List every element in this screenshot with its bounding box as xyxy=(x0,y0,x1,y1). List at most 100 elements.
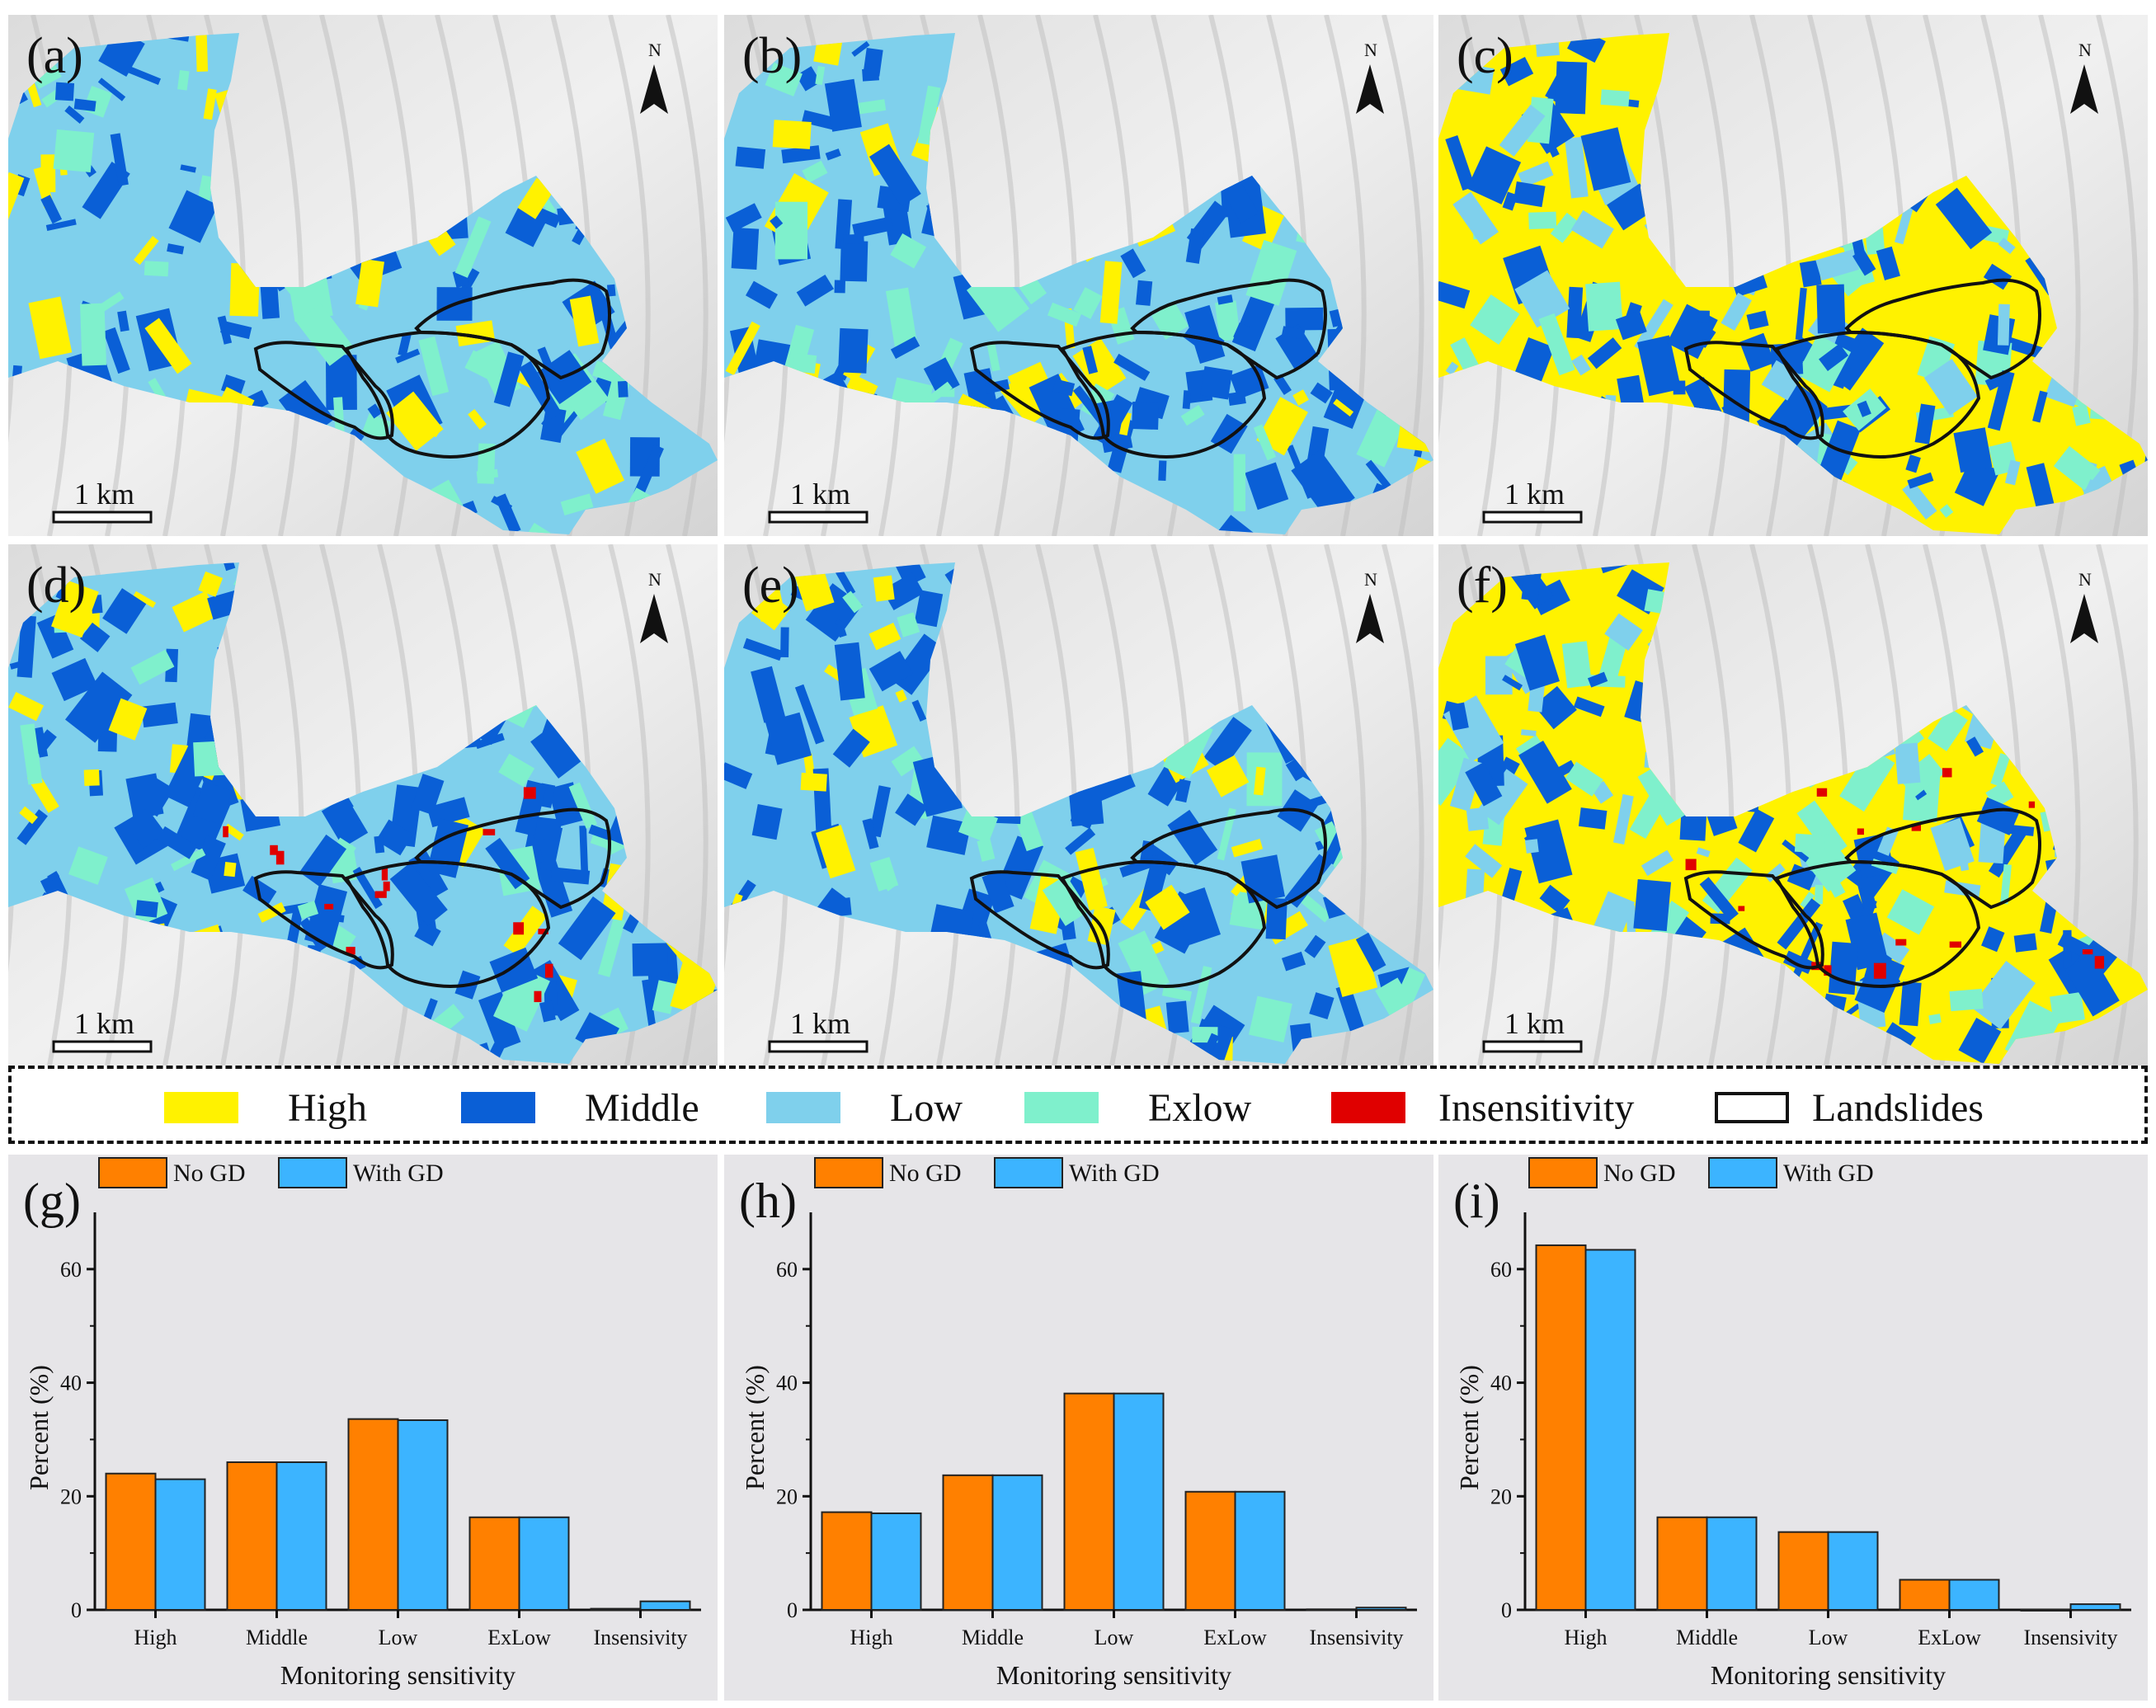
legend-swatch-landslides xyxy=(1715,1092,1789,1123)
map-image-d xyxy=(8,544,718,1066)
chart-panel-i: 0 20 40 60 High Middle Low ExLow Insensivity Moni… xyxy=(1438,1155,2148,1701)
map-panel-label: (e) xyxy=(742,558,799,614)
landslide-outline xyxy=(969,870,1110,970)
y-tick-label: 40 xyxy=(1490,1372,1512,1395)
map-panel-label: (f) xyxy=(1457,558,1508,614)
map-image-f xyxy=(1438,544,2148,1066)
y-tick-label: 60 xyxy=(1490,1258,1512,1282)
chart-legend-swatch xyxy=(98,1157,167,1188)
north-label: N xyxy=(2078,40,2092,60)
north-label: N xyxy=(1364,569,1377,590)
north-arrow-icon xyxy=(2070,594,2098,643)
y-tick-label: 0 xyxy=(71,1598,82,1622)
scale-label: 1 km xyxy=(790,478,851,511)
chart-panel-label: (i) xyxy=(1453,1174,1500,1228)
x-tick-label: ExLow xyxy=(1918,1626,1981,1649)
bar-with-gd-low xyxy=(1827,1531,1879,1611)
x-tick-label: Middle xyxy=(246,1626,308,1649)
map-panel-e: (e) 1 km N xyxy=(724,544,1433,1066)
bar-with-gd-high xyxy=(870,1512,922,1612)
legend-label-insensitivity: Insensitivity xyxy=(1438,1086,1635,1130)
bar-with-gd-high xyxy=(154,1478,206,1611)
x-tick-label: Insensivity xyxy=(1309,1626,1403,1649)
legend-swatch-high xyxy=(164,1092,238,1123)
landslide-outline xyxy=(1683,341,1824,440)
legend-swatch-low xyxy=(766,1092,840,1123)
bar-no-gd-high xyxy=(821,1511,873,1611)
bar-no-gd-low xyxy=(1777,1531,1829,1611)
scale-label: 1 km xyxy=(790,1007,851,1040)
bar-no-gd-low xyxy=(347,1418,399,1612)
x-tick-label: High xyxy=(850,1626,893,1649)
x-tick-label: High xyxy=(1565,1626,1608,1649)
bar-no-gd-exlow xyxy=(468,1516,520,1611)
map-panel-b: (b) 1 km N xyxy=(724,15,1433,536)
chart-legend-label: With GD xyxy=(353,1160,444,1187)
chart-legend-swatch xyxy=(1708,1157,1777,1188)
map-image-b xyxy=(724,15,1433,536)
y-tick-label: 60 xyxy=(60,1258,82,1282)
chart-legend-swatch xyxy=(994,1157,1063,1188)
y-axis-label: Percent (%) xyxy=(1454,1365,1484,1490)
y-tick-label: 0 xyxy=(787,1598,798,1622)
map-panel-c: (c) 1 km N xyxy=(1438,15,2148,536)
north-arrow-icon xyxy=(2070,64,2098,114)
map-image-e xyxy=(724,544,1433,1066)
scale-label: 1 km xyxy=(1504,478,1565,511)
bar-with-gd-high xyxy=(1584,1249,1636,1612)
scale-label: 1 km xyxy=(74,1007,135,1040)
bar-with-gd-insensivity xyxy=(639,1600,691,1612)
bar-chart: 0 20 40 60 High Middle Low ExLow Insensivity Moni… xyxy=(1438,1155,2148,1701)
legend: High Middle Low Exlow Insensitivity Land… xyxy=(8,1066,2148,1144)
map-panel-f: (f) 1 km N xyxy=(1438,544,2148,1066)
y-tick-label: 0 xyxy=(1501,1598,1512,1622)
north-arrow-icon xyxy=(1356,64,1384,114)
bar-with-gd-insensivity xyxy=(2069,1603,2121,1611)
y-tick-label: 60 xyxy=(776,1258,798,1282)
y-tick-label: 20 xyxy=(60,1485,82,1508)
bar-with-gd-middle xyxy=(275,1461,327,1611)
north-label: N xyxy=(648,569,661,590)
chart-panel-label: (g) xyxy=(23,1174,81,1228)
chart-legend-label: No GD xyxy=(1603,1160,1676,1187)
map-panel-label: (d) xyxy=(26,558,87,614)
bar-no-gd-middle xyxy=(226,1461,278,1611)
bar-with-gd-exlow xyxy=(518,1516,570,1611)
chart-legend-label: No GD xyxy=(889,1160,962,1187)
y-axis-label: Percent (%) xyxy=(740,1365,770,1490)
map-panel-label: (c) xyxy=(1457,28,1513,84)
chart-panel-g: 0 20 40 60 High Middle Low ExLow Insensivity Moni… xyxy=(8,1155,718,1701)
scale-bar xyxy=(52,1040,153,1053)
legend-swatch-exlow xyxy=(1024,1092,1099,1123)
chart-legend-label: With GD xyxy=(1069,1160,1160,1187)
map-image-c xyxy=(1438,15,2148,536)
legend-swatch-middle xyxy=(461,1092,535,1123)
chart-legend-swatch xyxy=(1528,1157,1598,1188)
scale-bar xyxy=(768,511,869,524)
chart-legend-label: With GD xyxy=(1783,1160,1874,1187)
y-axis-label: Percent (%) xyxy=(24,1365,54,1490)
landslide-outline xyxy=(414,278,611,380)
bar-with-gd-insensivity xyxy=(1355,1607,1407,1612)
north-arrow-icon xyxy=(640,64,668,114)
landslide-outline xyxy=(1130,278,1327,380)
bar-no-gd-insensivity xyxy=(1306,1608,1358,1612)
scale-bar xyxy=(768,1040,869,1053)
bar-no-gd-insensivity xyxy=(2020,1609,2072,1612)
y-tick-label: 40 xyxy=(60,1372,82,1395)
chart-legend-swatch xyxy=(814,1157,883,1188)
legend-label-low: Low xyxy=(890,1086,963,1130)
scale-label: 1 km xyxy=(74,478,135,511)
x-tick-label: Insensivity xyxy=(593,1626,687,1649)
x-tick-label: Middle xyxy=(1676,1626,1738,1649)
chart-panel-label: (h) xyxy=(739,1174,797,1228)
bar-with-gd-low xyxy=(397,1419,449,1612)
map-panel-d: (d) 1 km N xyxy=(8,544,718,1066)
bar-chart: 0 20 40 60 High Middle Low ExLow Insensivity Moni… xyxy=(8,1155,718,1701)
landslide-outline xyxy=(1130,807,1327,910)
x-tick-label: High xyxy=(134,1626,177,1649)
x-axis-label: Monitoring sensitivity xyxy=(280,1660,515,1690)
bar-with-gd-middle xyxy=(991,1474,1043,1611)
landslide-outline xyxy=(253,341,394,440)
bar-with-gd-exlow xyxy=(1948,1579,2000,1612)
